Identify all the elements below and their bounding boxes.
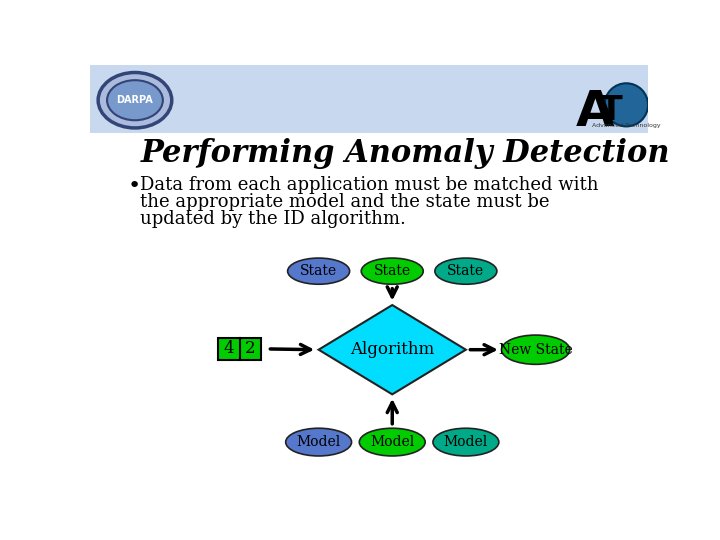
- Text: 2: 2: [245, 340, 256, 357]
- Polygon shape: [319, 305, 466, 394]
- Circle shape: [605, 83, 648, 126]
- Text: DARPA: DARPA: [117, 95, 153, 105]
- Text: T: T: [600, 94, 622, 127]
- Text: Data from each application must be matched with: Data from each application must be match…: [140, 177, 599, 194]
- Ellipse shape: [107, 80, 163, 120]
- Text: Model: Model: [370, 435, 415, 449]
- Text: •: •: [127, 177, 140, 197]
- Ellipse shape: [361, 258, 423, 284]
- Text: State: State: [447, 264, 485, 278]
- Text: Performing Anomaly Detection: Performing Anomaly Detection: [140, 138, 670, 169]
- Text: State: State: [300, 264, 337, 278]
- Text: Advanced Technology: Advanced Technology: [592, 123, 661, 127]
- Text: 4: 4: [223, 340, 234, 357]
- Bar: [90, 65, 648, 132]
- Ellipse shape: [435, 258, 497, 284]
- Text: Model: Model: [297, 435, 341, 449]
- Text: New State: New State: [499, 343, 572, 357]
- Ellipse shape: [98, 72, 172, 128]
- Text: State: State: [374, 264, 411, 278]
- Bar: [218, 338, 261, 360]
- Text: Model: Model: [444, 435, 488, 449]
- Bar: [90, 132, 648, 481]
- Text: the appropriate model and the state must be: the appropriate model and the state must…: [140, 193, 550, 211]
- Text: A: A: [576, 88, 615, 136]
- Ellipse shape: [502, 335, 570, 365]
- Ellipse shape: [286, 428, 351, 456]
- Ellipse shape: [359, 428, 426, 456]
- Text: updated by the ID algorithm.: updated by the ID algorithm.: [140, 211, 406, 228]
- Ellipse shape: [287, 258, 350, 284]
- Text: Algorithm: Algorithm: [350, 341, 434, 358]
- Ellipse shape: [433, 428, 499, 456]
